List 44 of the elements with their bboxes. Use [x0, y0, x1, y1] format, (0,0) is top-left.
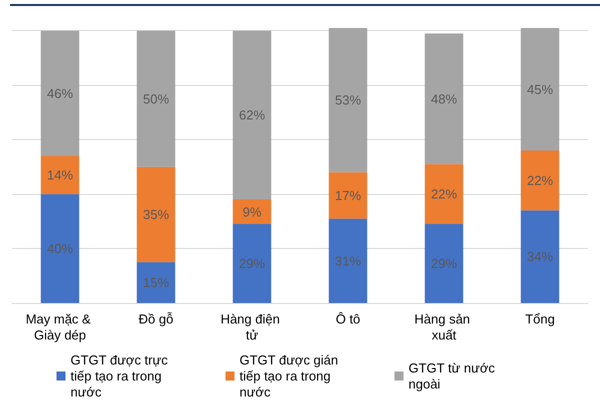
x-tick-label: May mặc & Giày dép	[26, 312, 94, 342]
data-label: 14%	[46, 168, 74, 183]
data-label: 40%	[46, 241, 74, 256]
bar	[328, 28, 368, 172]
data-label: 29%	[238, 256, 266, 272]
data-label: 45%	[526, 82, 554, 97]
data-label: 34%	[526, 249, 554, 264]
data-label: 29%	[430, 256, 458, 272]
x-tick-label: Hàng sản xuất	[414, 312, 474, 342]
bar	[136, 262, 176, 303]
bar	[424, 33, 464, 164]
bar	[520, 150, 560, 210]
legend-label: GTGT từ nước ngoài	[408, 360, 498, 392]
bar	[232, 30, 272, 200]
bar	[40, 194, 80, 303]
data-label: 62%	[238, 108, 266, 123]
bar	[520, 28, 560, 151]
x-tick-label: Đồ gỗ	[138, 312, 174, 326]
bar	[40, 156, 80, 194]
legend-label: GTGT được trực tiếp tạo ra trong nước	[70, 352, 172, 400]
x-tick-label: Tổng	[525, 312, 555, 326]
x-tick-label: Hàng điện tử	[220, 312, 284, 342]
data-label: 35%	[142, 207, 170, 222]
bar	[520, 210, 560, 303]
bar	[328, 218, 368, 303]
data-label: 22%	[526, 172, 554, 188]
bar	[328, 172, 368, 219]
x-tick-label: Ô tô	[336, 312, 360, 326]
data-label: 22%	[430, 186, 458, 202]
data-label: 46%	[46, 86, 74, 101]
data-label: 53%	[334, 92, 362, 108]
bar	[136, 30, 176, 167]
data-label: 15%	[142, 275, 170, 290]
data-label: 31%	[334, 253, 362, 268]
bar	[424, 224, 464, 303]
bar	[40, 30, 80, 156]
legend-label: GTGT được gián tiếp tạo ra trong nước	[240, 352, 342, 400]
bar	[232, 224, 272, 303]
bar	[424, 164, 464, 224]
data-label: 9%	[242, 204, 262, 220]
data-label: 50%	[142, 91, 170, 106]
data-label: 48%	[430, 91, 458, 106]
bar	[136, 166, 176, 262]
data-label: 17%	[334, 188, 362, 203]
